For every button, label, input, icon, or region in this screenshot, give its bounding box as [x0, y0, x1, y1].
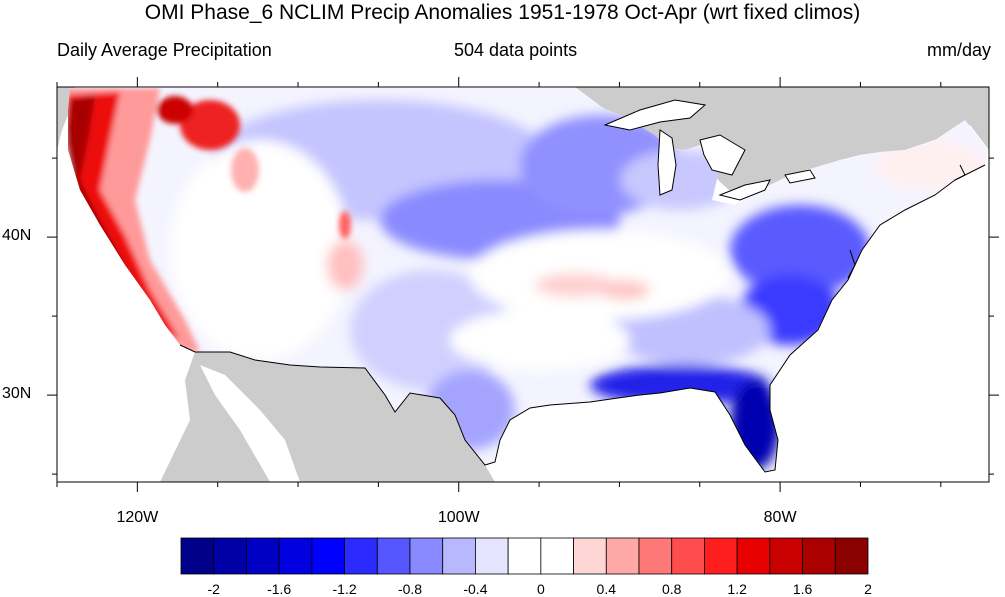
chart-title: OMI Phase_6 NCLIM Precip Anomalies 1951-…	[144, 1, 861, 24]
colorbar-label: 0	[536, 581, 545, 597]
cape-cod	[954, 164, 966, 181]
colorbar-box	[213, 537, 247, 575]
colorbar-label: 1.2	[727, 581, 747, 597]
anomaly-coast-max	[68, 96, 135, 285]
colorbar-box	[605, 537, 640, 575]
colorbar-box	[475, 537, 509, 575]
colorbar-box	[704, 537, 738, 575]
anomaly-gulf-coast	[590, 365, 770, 405]
chesapeake	[847, 249, 856, 279]
anomaly-tx-ok	[450, 310, 630, 370]
anomaly-mid-mississippi	[535, 273, 615, 297]
colorbar-box	[409, 537, 444, 575]
lat-tick-label: 30N	[2, 385, 32, 403]
colorbar-box	[246, 537, 280, 575]
anomaly-new-england	[875, 140, 985, 190]
lake-erie	[718, 179, 771, 201]
lat-tick-label: 40N	[2, 227, 32, 245]
anomaly-ozarks	[600, 280, 650, 300]
coastlines	[179, 99, 986, 473]
colorbar-box	[769, 537, 803, 575]
anomaly-southern-plains	[350, 270, 510, 390]
colorbar-label: 1.6	[792, 581, 813, 597]
colorbar-box	[540, 537, 574, 575]
colorbar-box	[180, 537, 215, 575]
center-subtitle: 504 data points	[454, 40, 578, 60]
lake-superior	[603, 99, 707, 131]
colorbar-box	[376, 537, 411, 575]
colorbar-box	[671, 537, 705, 575]
colorbar-box	[573, 537, 607, 575]
lon-tick-label: 100W	[437, 509, 480, 526]
anomaly-idaho	[231, 148, 259, 192]
plot-border	[56, 86, 990, 483]
anomaly-montana-red	[157, 96, 193, 124]
anomaly-colorado	[327, 240, 363, 290]
anomaly-northern-rockies	[180, 100, 240, 150]
colorbar-box	[834, 537, 869, 575]
units-subtitle: mm/day	[926, 40, 991, 60]
colorbar-label: -1.2	[332, 581, 357, 597]
anomaly-coast-core	[68, 92, 180, 340]
colorbar-box	[278, 537, 313, 575]
baja-gap	[200, 365, 300, 482]
colorbar-label: -0.8	[397, 581, 423, 597]
colorbar-label: 0.4	[596, 581, 617, 597]
anomaly-midatlantic	[730, 205, 870, 295]
left-subtitle: Daily Average Precipitation	[57, 40, 272, 60]
colorbar	[180, 537, 869, 575]
colorbar-box	[442, 537, 476, 575]
colorbar-box	[344, 537, 378, 575]
colorbar-label: 2	[864, 581, 872, 597]
colorbar-label: -2	[207, 581, 220, 597]
lon-tick-label: 120W	[116, 509, 159, 526]
axis-ticks	[47, 77, 999, 492]
colorbar-label: -0.4	[463, 581, 488, 597]
anomaly-wyoming	[339, 211, 351, 239]
lon-tick-label: 80W	[763, 509, 797, 526]
anomaly-intermountain	[170, 140, 350, 360]
colorbar-box	[507, 537, 542, 575]
colorbar-label: -1.6	[267, 581, 292, 597]
colorbar-box	[311, 537, 345, 575]
anomaly-ohio-valley	[470, 230, 730, 320]
lake-michigan	[657, 129, 677, 196]
lake-huron	[699, 134, 746, 176]
lake-ontario	[784, 169, 816, 184]
colorbar-box	[802, 537, 836, 575]
gulf-of-california	[57, 352, 195, 482]
colorbar-label: 0.8	[661, 581, 682, 597]
us-outline	[179, 164, 986, 473]
colorbar-box	[736, 537, 771, 575]
colorbar-box	[638, 537, 673, 575]
